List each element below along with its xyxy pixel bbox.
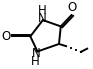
Text: N: N [32, 47, 41, 60]
Text: H: H [31, 55, 40, 68]
Text: N: N [38, 12, 47, 25]
Text: O: O [1, 30, 11, 43]
Text: O: O [68, 1, 77, 14]
Text: H: H [38, 4, 47, 17]
